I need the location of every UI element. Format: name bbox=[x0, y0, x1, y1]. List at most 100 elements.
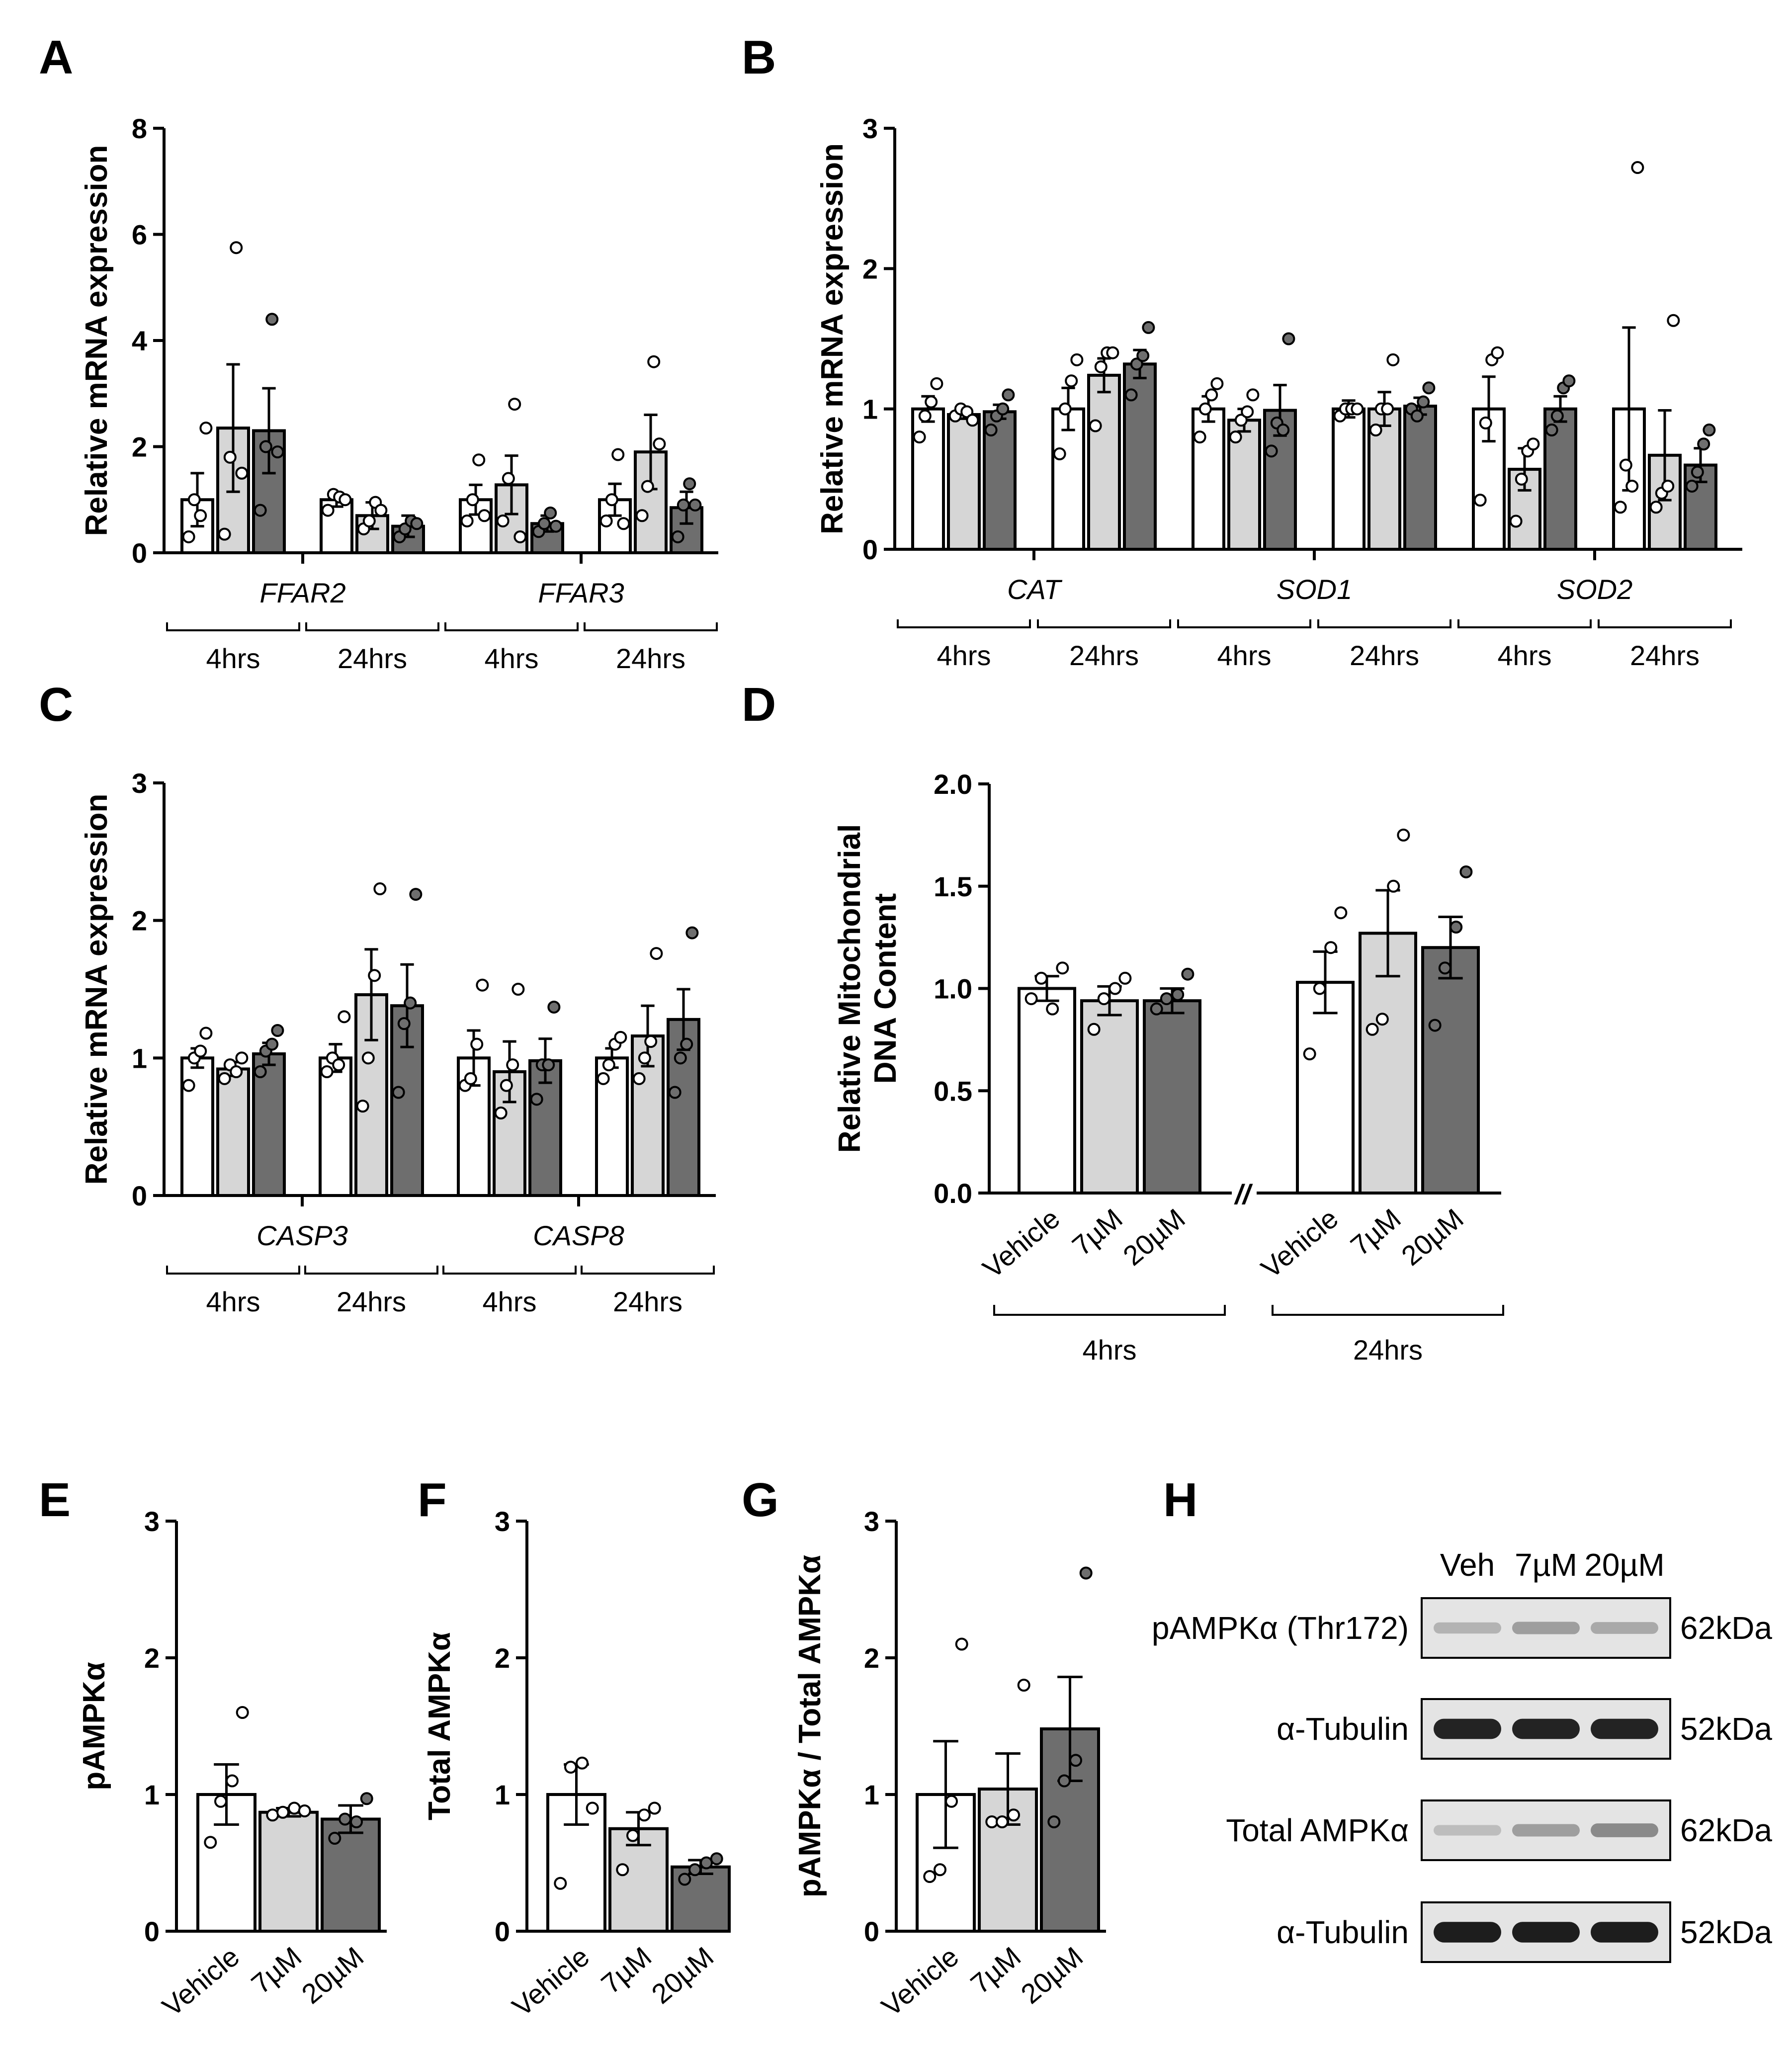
data-point bbox=[1351, 402, 1364, 416]
y-axis-label: DNA Content bbox=[868, 893, 903, 1084]
bar-20m bbox=[1403, 405, 1437, 551]
y-tick-label: 1 bbox=[144, 1779, 160, 1810]
data-point bbox=[298, 1804, 311, 1817]
data-point bbox=[626, 1829, 639, 1842]
data-point bbox=[635, 509, 649, 522]
blot-band bbox=[1512, 1622, 1580, 1634]
blot-band bbox=[1512, 1718, 1580, 1739]
data-point bbox=[1527, 437, 1540, 451]
data-point bbox=[934, 1863, 946, 1877]
data-point bbox=[392, 1086, 405, 1099]
timepoint-label: 24hrs bbox=[1353, 1334, 1423, 1366]
timepoint-label: 4hrs bbox=[206, 643, 260, 674]
bracket bbox=[1457, 619, 1592, 628]
data-point bbox=[930, 377, 943, 390]
timepoint-label: 24hrs bbox=[616, 643, 685, 674]
data-point bbox=[1118, 971, 1132, 985]
bar-7m bbox=[978, 1788, 1038, 1933]
data-point bbox=[1056, 961, 1069, 975]
gene-label: SOD2 bbox=[1557, 574, 1633, 605]
bracket bbox=[166, 1266, 300, 1275]
bar-7m bbox=[216, 1067, 250, 1197]
y-tick-label: 1 bbox=[132, 1042, 147, 1074]
data-point bbox=[1562, 374, 1576, 388]
y-tick-label: 2 bbox=[864, 1642, 879, 1674]
data-point bbox=[1070, 353, 1084, 366]
data-point bbox=[996, 402, 1010, 416]
lane-label: Veh bbox=[1440, 1547, 1495, 1583]
bar-7m bbox=[631, 1034, 665, 1197]
data-point bbox=[1667, 314, 1680, 327]
data-point bbox=[508, 398, 521, 411]
data-point bbox=[1473, 494, 1487, 507]
data-point bbox=[710, 1852, 723, 1866]
data-point bbox=[996, 1815, 1009, 1828]
y-tick-label: 0.0 bbox=[934, 1178, 972, 1209]
timepoint-label: 4hrs bbox=[1498, 640, 1552, 671]
data-point bbox=[397, 1017, 411, 1030]
data-point bbox=[1303, 1047, 1316, 1061]
data-point bbox=[218, 1072, 231, 1085]
data-point bbox=[506, 1058, 519, 1072]
panel-letter-g: G bbox=[742, 1473, 779, 1527]
data-point bbox=[688, 498, 702, 512]
data-point bbox=[194, 509, 207, 522]
data-point bbox=[512, 983, 525, 996]
bracket bbox=[1317, 619, 1451, 628]
data-point bbox=[616, 1863, 629, 1877]
y-tick-label: 8 bbox=[132, 113, 147, 144]
data-point bbox=[653, 437, 666, 451]
y-axis-label: Total AMPKα bbox=[423, 1632, 457, 1820]
bar-vehicle bbox=[319, 1056, 352, 1197]
timepoint-label: 24hrs bbox=[337, 1286, 406, 1317]
timepoint-label: 24hrs bbox=[1350, 640, 1419, 671]
bracket bbox=[444, 622, 579, 631]
data-point bbox=[271, 445, 284, 459]
data-point bbox=[1614, 501, 1627, 514]
data-point bbox=[338, 1010, 351, 1024]
bar-vehicle bbox=[1018, 987, 1076, 1195]
molecular-weight-label: 52kDa bbox=[1680, 1711, 1772, 1747]
data-point bbox=[685, 926, 699, 940]
bracket bbox=[1177, 619, 1311, 628]
data-point bbox=[1545, 424, 1558, 437]
data-point bbox=[1106, 346, 1119, 359]
data-point bbox=[476, 978, 489, 992]
molecular-weight-label: 62kDa bbox=[1680, 1812, 1772, 1848]
data-point bbox=[254, 504, 267, 517]
y-tick-label: 3 bbox=[864, 1506, 879, 1537]
bracket bbox=[442, 1266, 577, 1275]
bar-vehicle bbox=[1051, 407, 1085, 551]
data-point bbox=[1509, 514, 1523, 528]
data-point bbox=[925, 395, 938, 409]
data-point bbox=[223, 450, 237, 464]
data-point bbox=[1234, 414, 1248, 427]
gene-label: SOD1 bbox=[1277, 574, 1353, 605]
panel-letter-c: C bbox=[39, 678, 73, 731]
data-point bbox=[542, 1058, 555, 1072]
timepoint-label: 4hrs bbox=[483, 1286, 537, 1317]
data-point bbox=[236, 1706, 249, 1719]
blot-band bbox=[1591, 1922, 1658, 1943]
timepoint-label: 24hrs bbox=[1069, 640, 1139, 671]
y-tick-label: 1.5 bbox=[934, 871, 972, 902]
data-point bbox=[254, 1065, 267, 1078]
data-point bbox=[678, 1873, 691, 1886]
data-point bbox=[1422, 381, 1436, 395]
data-point bbox=[1109, 982, 1122, 995]
y-tick-label: 2 bbox=[862, 253, 878, 284]
data-point bbox=[918, 409, 932, 423]
data-point bbox=[1450, 921, 1463, 934]
data-point bbox=[1277, 424, 1290, 437]
gene-label: CASP3 bbox=[256, 1220, 348, 1251]
data-point bbox=[923, 1870, 937, 1883]
y-tick-label: 1 bbox=[864, 1779, 879, 1810]
y-tick-label: 4 bbox=[132, 325, 147, 356]
x-category-label: Vehicle bbox=[506, 1941, 595, 2022]
data-point bbox=[1130, 357, 1143, 371]
data-point bbox=[464, 1072, 477, 1085]
data-point bbox=[554, 1877, 567, 1890]
x-category-label: 7µM bbox=[1066, 1202, 1128, 1262]
data-point bbox=[1069, 1754, 1082, 1767]
